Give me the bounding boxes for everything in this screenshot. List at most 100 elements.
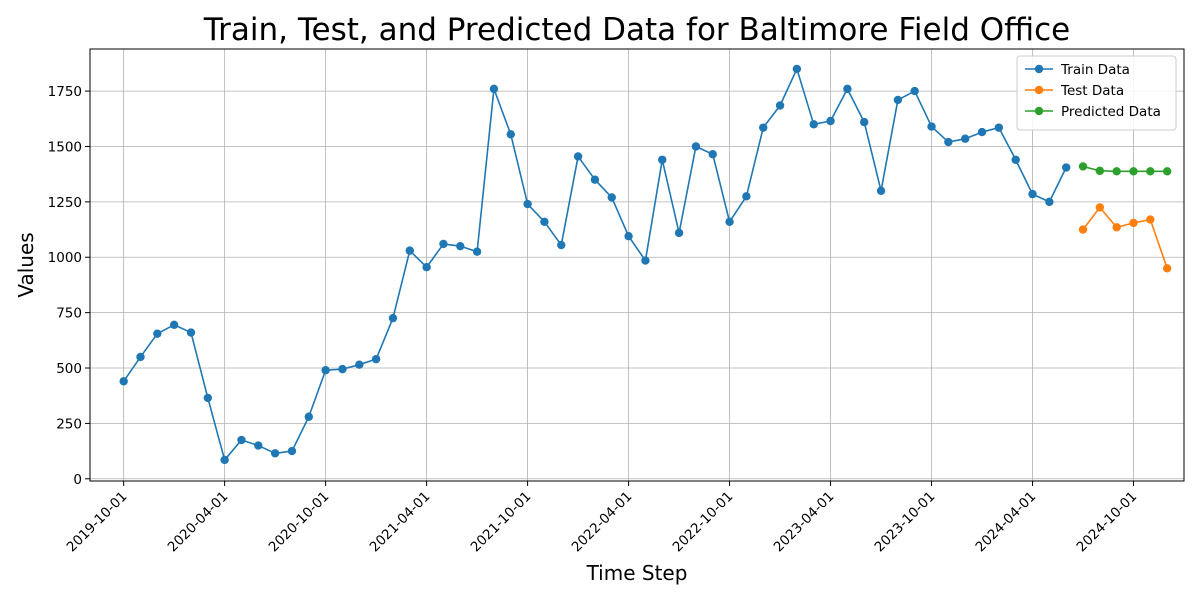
series-predicted-data [1078, 162, 1172, 176]
series-line-predicted-data [1082, 165, 1168, 173]
y-tick-label: 1750 [48, 84, 82, 100]
y-tick-label: 1250 [48, 195, 82, 211]
data-point-train-data [994, 123, 1004, 132]
data-point-train-data [1011, 155, 1020, 164]
data-point-predicted-data [1162, 167, 1172, 176]
data-point-train-data [927, 122, 936, 131]
data-point-train-data [590, 175, 600, 184]
data-point-test-data [1078, 225, 1088, 234]
data-point-test-data [1162, 264, 1172, 273]
data-point-train-data [186, 328, 196, 337]
y-tick-label: 250 [56, 416, 82, 432]
data-point-train-data [691, 142, 701, 151]
data-point-train-data [658, 155, 667, 164]
x-tick-label: 2023-10-01 [872, 489, 939, 556]
data-point-train-data [910, 86, 919, 96]
data-point-train-data [254, 441, 263, 450]
data-point-train-data [826, 116, 835, 126]
data-point-train-data [708, 150, 717, 159]
data-point-train-data [843, 84, 852, 94]
x-tick-label: 2020-10-01 [266, 489, 333, 556]
data-point-train-data [472, 247, 482, 256]
data-point-train-data [220, 455, 229, 465]
data-point-train-data [153, 329, 162, 338]
data-point-predicted-data [1112, 167, 1121, 176]
data-point-predicted-data [1078, 162, 1088, 171]
data-point-train-data [944, 137, 953, 147]
legend-item-train-data: Train Data [1025, 62, 1130, 78]
legend-swatch-marker [1034, 64, 1044, 74]
x-tick-label: 2020-04-01 [165, 489, 232, 556]
data-point-predicted-data [1129, 167, 1138, 176]
y-tick-label: 0 [73, 472, 82, 488]
data-point-train-data [136, 352, 145, 362]
x-tick-label: 2022-10-01 [670, 489, 737, 556]
data-point-train-data [321, 366, 330, 375]
data-point-predicted-data [1095, 166, 1105, 176]
plot-frame [89, 48, 1185, 482]
data-point-predicted-data [1146, 167, 1155, 176]
data-point-train-data [1028, 189, 1037, 199]
data-point-train-data [977, 127, 987, 137]
legend-label: Test Data [1060, 83, 1124, 99]
legend-item-predicted-data: Predicted Data [1025, 104, 1161, 120]
data-point-train-data [775, 101, 785, 110]
data-point-train-data [422, 263, 431, 272]
y-tick-label: 500 [56, 361, 82, 377]
data-point-train-data [1045, 197, 1054, 207]
data-point-train-data [792, 64, 802, 74]
data-point-train-data [624, 232, 633, 241]
series-line-test-data [1082, 206, 1168, 269]
x-tick-label: 2022-04-01 [569, 489, 636, 556]
x-tick-label: 2019-10-01 [64, 489, 131, 556]
ticks: 2019-10-01 2020-04-01 2020-10-01 2021-04-01… [48, 84, 1141, 555]
data-point-train-data [287, 446, 297, 456]
chart-title: Train, Test, and Predicted Data for Balt… [203, 12, 1070, 48]
data-point-train-data [1061, 163, 1071, 172]
data-point-train-data [860, 117, 869, 127]
legend-swatch-marker [1034, 106, 1044, 116]
data-point-train-data [489, 84, 499, 94]
series-test-data [1078, 203, 1172, 273]
data-point-train-data [439, 239, 448, 249]
data-point-train-data [270, 449, 280, 458]
y-tick-label: 1500 [48, 139, 82, 155]
data-point-train-data [119, 377, 128, 386]
data-point-train-data [540, 217, 549, 226]
data-point-train-data [237, 435, 246, 445]
data-point-train-data [809, 120, 818, 129]
legend-swatch-marker [1034, 85, 1044, 95]
data-point-train-data [641, 256, 650, 265]
legend-box [1016, 55, 1177, 131]
data-point-train-data [388, 313, 398, 323]
data-point-train-data [169, 320, 179, 330]
data-point-train-data [405, 246, 414, 255]
x-tick-label: 2024-04-01 [973, 489, 1040, 556]
data-point-train-data [557, 240, 566, 250]
x-tick-label: 2024-10-01 [1074, 489, 1141, 556]
legend: Train Data Test Data Predicted Data [1016, 55, 1177, 131]
legend-item-test-data: Test Data [1025, 83, 1124, 99]
data-point-train-data [203, 393, 213, 403]
series-line-train-data [123, 68, 1067, 461]
x-axis-label: Time Step [586, 561, 688, 585]
y-tick-label: 1000 [48, 250, 82, 266]
y-tick-label: 750 [56, 306, 82, 322]
data-point-train-data [961, 134, 970, 143]
data-point-train-data [607, 193, 616, 202]
data-point-train-data [725, 217, 734, 226]
data-point-train-data [338, 364, 347, 374]
series-train-data [119, 64, 1071, 465]
data-point-train-data [506, 130, 515, 139]
legend-label: Predicted Data [1061, 104, 1161, 120]
data-point-test-data [1129, 218, 1138, 228]
data-point-train-data [355, 360, 364, 369]
y-axis-label: Values [14, 232, 38, 297]
data-point-train-data [742, 192, 751, 201]
data-point-test-data [1095, 203, 1105, 212]
data-point-train-data [371, 354, 381, 364]
data-point-train-data [456, 241, 465, 251]
x-tick-label: 2021-10-01 [468, 489, 535, 556]
data-point-train-data [876, 186, 886, 195]
